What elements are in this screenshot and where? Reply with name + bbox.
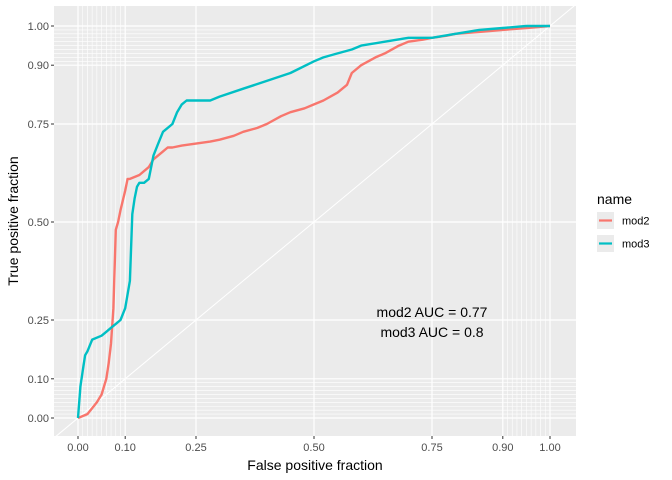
- annotation-mod2-auc: mod2 AUC = 0.77: [377, 304, 488, 320]
- x-axis-title: False positive fraction: [247, 457, 382, 473]
- legend-label-mod3: mod3: [622, 239, 650, 251]
- y-tick-label: 0.90: [28, 60, 49, 72]
- major-gridlines: [54, 6, 576, 436]
- y-tick-label: 0.00: [28, 413, 49, 425]
- x-tick-label: 0.00: [67, 442, 88, 454]
- x-tick-label: 1.00: [539, 442, 560, 454]
- legend-title: name: [597, 191, 632, 207]
- series-line-mod2: [77, 24, 551, 420]
- legend-label-mod2: mod2: [622, 216, 650, 228]
- y-tick-label: 0.10: [28, 374, 49, 386]
- y-tick-label: 1.00: [28, 21, 49, 33]
- y-axis-title: True positive fraction: [5, 156, 21, 285]
- x-tick-label: 0.90: [492, 442, 513, 454]
- y-tick-label: 0.75: [28, 119, 49, 131]
- y-tick-label: 0.50: [28, 217, 49, 229]
- annotation-mod3-auc: mod3 AUC = 0.8: [380, 324, 483, 340]
- diagonal-reference-line: [53, 4, 577, 439]
- y-axis-ticks: 0.00 0.10 0.25 0.50 0.75 0.90 1.00: [28, 21, 54, 425]
- x-tick-label: 0.25: [185, 442, 206, 454]
- x-axis-ticks: 0.00 0.10 0.25 0.50 0.75 0.90 1.00: [67, 436, 561, 454]
- x-tick-label: 0.75: [421, 442, 442, 454]
- y-tick-label: 0.25: [28, 315, 49, 327]
- series-line-mod3: [76, 24, 550, 419]
- series-lines: [76, 24, 551, 420]
- x-tick-label: 0.50: [303, 442, 324, 454]
- legend: name mod2 mod3: [597, 191, 650, 252]
- x-tick-label: 0.10: [114, 442, 135, 454]
